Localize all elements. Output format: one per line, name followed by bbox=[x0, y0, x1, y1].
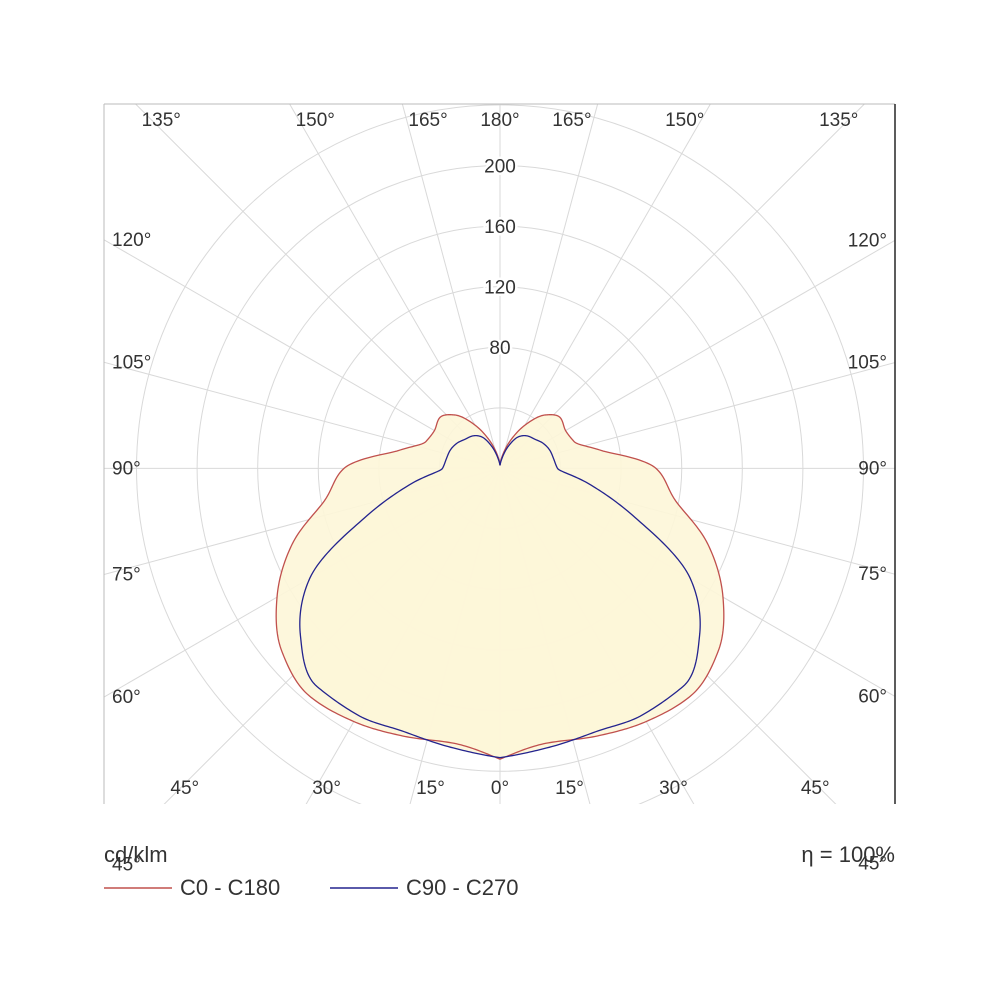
svg-text:180°: 180° bbox=[480, 110, 519, 131]
svg-text:120°: 120° bbox=[112, 230, 151, 251]
svg-text:105°: 105° bbox=[112, 352, 151, 373]
svg-text:90°: 90° bbox=[112, 458, 141, 479]
svg-text:90°: 90° bbox=[858, 458, 887, 479]
svg-text:60°: 60° bbox=[112, 687, 141, 708]
svg-text:cd/klm: cd/klm bbox=[104, 842, 168, 867]
svg-text:150°: 150° bbox=[296, 110, 335, 131]
svg-text:30°: 30° bbox=[312, 778, 341, 799]
svg-text:45°: 45° bbox=[170, 778, 199, 799]
svg-text:150°: 150° bbox=[665, 110, 704, 131]
svg-text:15°: 15° bbox=[555, 778, 584, 799]
svg-text:45°: 45° bbox=[801, 778, 830, 799]
svg-text:75°: 75° bbox=[858, 564, 887, 585]
svg-text:120: 120 bbox=[484, 278, 516, 299]
svg-text:135°: 135° bbox=[142, 110, 181, 131]
svg-text:30°: 30° bbox=[659, 778, 688, 799]
svg-text:η = 100%: η = 100% bbox=[801, 842, 895, 867]
svg-text:60°: 60° bbox=[858, 687, 887, 708]
svg-text:80: 80 bbox=[489, 338, 510, 359]
svg-text:C0 - C180: C0 - C180 bbox=[180, 875, 280, 900]
svg-text:0°: 0° bbox=[491, 778, 509, 799]
svg-text:120°: 120° bbox=[848, 230, 887, 251]
svg-text:165°: 165° bbox=[552, 110, 591, 131]
svg-text:160: 160 bbox=[484, 217, 516, 238]
svg-text:105°: 105° bbox=[848, 353, 887, 374]
svg-text:165°: 165° bbox=[408, 110, 447, 131]
svg-text:135°: 135° bbox=[819, 110, 858, 131]
svg-text:15°: 15° bbox=[416, 778, 445, 799]
svg-text:200: 200 bbox=[484, 157, 516, 178]
svg-text:75°: 75° bbox=[112, 565, 141, 586]
svg-text:C90 - C270: C90 - C270 bbox=[406, 875, 519, 900]
